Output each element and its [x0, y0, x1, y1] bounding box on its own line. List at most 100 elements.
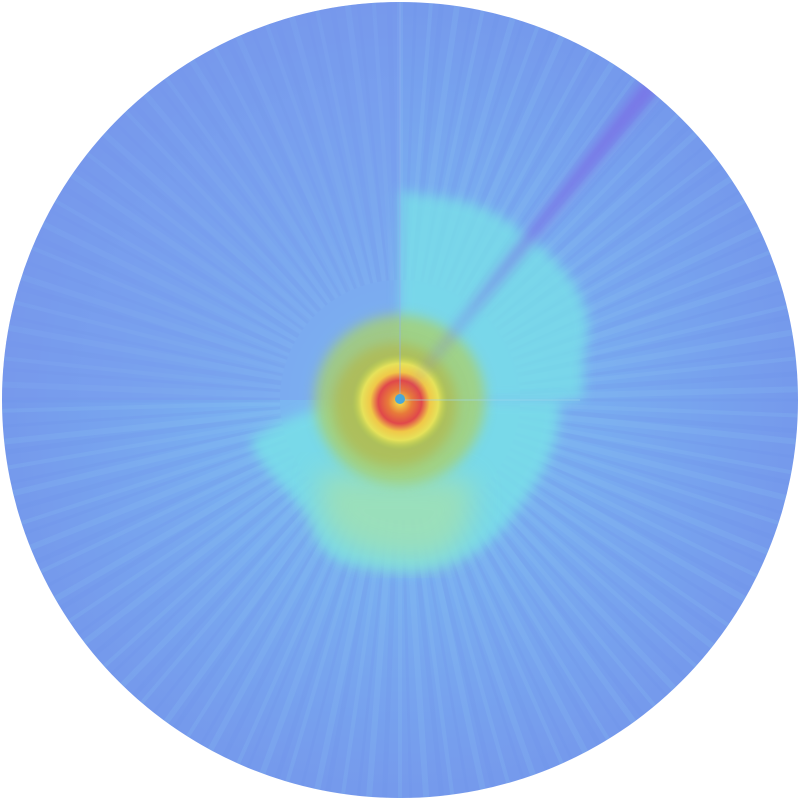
radial-streak: [27, 441, 290, 552]
radial-streak: [94, 138, 311, 325]
radial-streak: [495, 468, 726, 638]
radial-streak: [344, 3, 388, 282]
radial-streak: [141, 90, 326, 310]
radial-streak: [509, 447, 767, 565]
radial-streak: [2, 406, 281, 428]
radial-streak: [33, 446, 292, 565]
radial-streak: [304, 10, 374, 284]
radial-streak: [22, 438, 288, 536]
radial-streak: [84, 150, 307, 328]
radial-streak: [500, 462, 740, 615]
radial-streak: [479, 488, 669, 699]
radial-streak: [519, 409, 798, 445]
radial-streak: [2, 401, 281, 413]
radial-streak: [162, 495, 332, 726]
radial-streak: [514, 432, 785, 515]
radial-streak: [60, 184, 300, 339]
radial-streak: [66, 465, 302, 625]
radial-streak: [163, 75, 332, 305]
radial-streak: [52, 457, 298, 603]
radial-streak: [151, 493, 327, 716]
radial-streak: [75, 469, 304, 637]
radial-streak: [511, 439, 777, 541]
radial-streak: [81, 470, 307, 647]
radial-streak: [371, 2, 395, 281]
radial-streak: [175, 66, 336, 302]
radial-streak: [171, 497, 335, 732]
radial-streak: [497, 466, 731, 628]
radial-streak: [101, 478, 313, 670]
radial-streak: [14, 430, 286, 512]
radial-streak: [484, 481, 689, 681]
radial-streak: [475, 490, 658, 709]
radial-streak: [519, 406, 798, 434]
radial-streak: [492, 471, 717, 650]
radial-streak: [24, 260, 288, 360]
radial-streak: [90, 474, 310, 658]
radial-streak: [33, 235, 292, 354]
radial-streak: [47, 208, 296, 345]
radial-streak: [198, 52, 342, 297]
radial-streak: [504, 454, 753, 593]
radial-streak: [250, 27, 357, 290]
radial-streak: [288, 14, 371, 286]
radial-streak: [10, 425, 285, 497]
radial-streak: [471, 493, 646, 719]
radial-streak: [38, 449, 293, 575]
radial-streak: [506, 451, 760, 579]
radial-streak: [3, 413, 282, 455]
radial-streak: [487, 478, 699, 670]
radial-streak: [6, 324, 283, 382]
radial-streak: [502, 457, 748, 603]
radial-streak: [18, 435, 287, 526]
radial-streak: [52, 198, 298, 342]
radial-streak: [188, 57, 340, 300]
radial-streak: [2, 381, 281, 399]
radial-streak: [211, 45, 346, 295]
radial-streak: [356, 2, 389, 281]
radial-streak: [198, 503, 342, 748]
radial-streak: [184, 500, 338, 740]
radial-streak: [109, 481, 315, 677]
radial-streak: [75, 163, 304, 331]
radial-streak: [29, 245, 290, 357]
radial-streak: [513, 435, 782, 526]
radial-streak: [386, 2, 400, 281]
radial-streak: [130, 101, 322, 313]
radar-site: [395, 394, 405, 404]
radial-streak: [468, 495, 638, 726]
radial-streak: [138, 490, 324, 706]
radial-streak: [519, 402, 798, 418]
radial-streak: [45, 454, 295, 588]
radial-streak: [274, 18, 366, 287]
radial-streak: [5, 418, 283, 470]
radial-streak: [516, 422, 792, 486]
radial-streak: [8, 423, 283, 485]
radial-streak: [264, 22, 362, 288]
radial-streak: [112, 119, 316, 318]
radial-streak: [8, 315, 283, 377]
radial-streak: [517, 419, 794, 475]
radial-streak: [234, 33, 354, 292]
radial-streak: [2, 356, 281, 390]
radial-streak: [480, 484, 678, 693]
radial-streak: [3, 340, 282, 386]
blocked-beam: [400, 80, 660, 400]
radial-streak: [518, 415, 797, 459]
radial-streak: [515, 426, 789, 502]
radial-streak: [122, 108, 319, 315]
radial-streak: [314, 8, 378, 284]
radial-streak: [15, 284, 286, 369]
radial-streak: [130, 487, 322, 699]
radial-streak: [57, 460, 300, 612]
radial-streak: [155, 81, 329, 306]
radial-streak: [100, 130, 313, 322]
radial-streak: [509, 443, 771, 556]
radial-streak: [490, 476, 706, 661]
radial-streak: [68, 171, 303, 335]
radial-streak: [2, 409, 281, 445]
